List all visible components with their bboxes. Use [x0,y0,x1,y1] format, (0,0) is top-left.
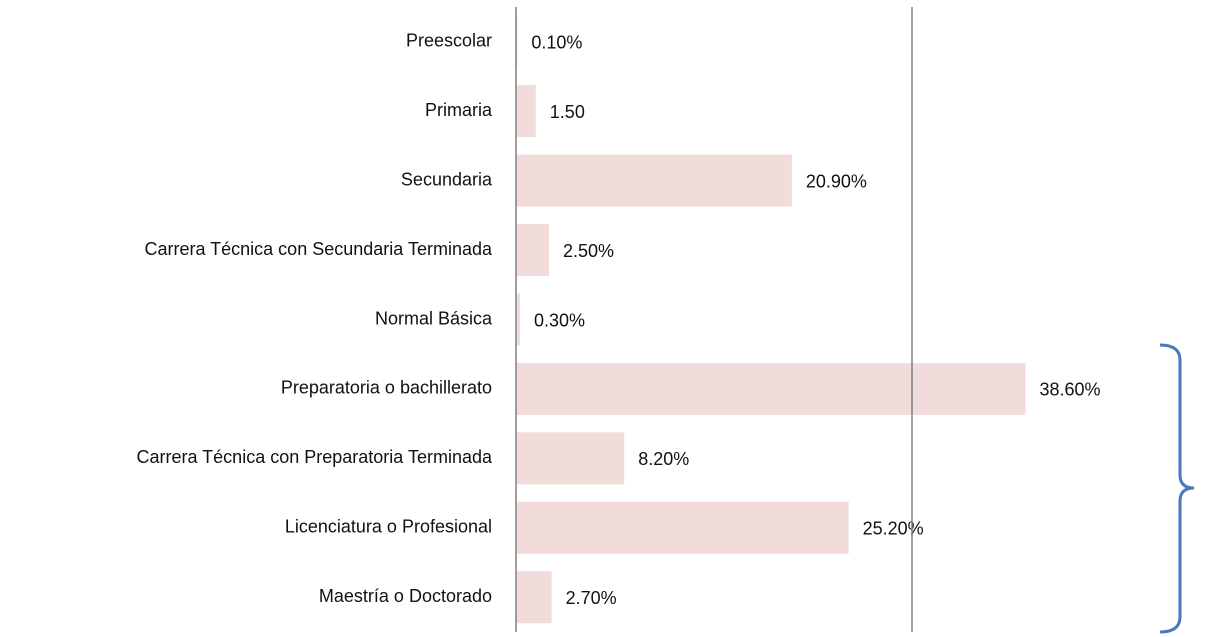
value-label: 0.30% [534,310,585,330]
bar [516,362,1026,415]
category-label: Carrera Técnica con Preparatoria Termina… [136,447,492,467]
value-label: 2.70% [566,588,617,608]
value-label: 0.10% [531,32,582,52]
bar [516,432,625,485]
value-label: 20.90% [806,171,867,191]
bar [516,293,520,346]
value-label: 1.50 [550,102,585,122]
category-label: Preescolar [406,30,492,50]
category-label: Carrera Técnica con Secundaria Terminada [144,239,493,259]
value-label: 25.20% [863,519,924,539]
category-label: Maestría o Doctorado [319,586,492,606]
bar [516,85,536,138]
category-label: Normal Básica [375,308,493,328]
value-label: 8.20% [638,449,689,469]
category-label: Licenciatura o Profesional [285,517,492,537]
value-label: 38.60% [1040,380,1101,400]
bar [516,224,549,277]
category-label: Preparatoria o bachillerato [281,378,492,398]
category-label: Secundaria [401,169,493,189]
brace [1159,343,1195,634]
value-label: 2.50% [563,241,614,261]
bar [516,571,552,624]
bar [516,501,849,554]
category-label: Primaria [425,100,493,120]
bar [516,154,792,207]
